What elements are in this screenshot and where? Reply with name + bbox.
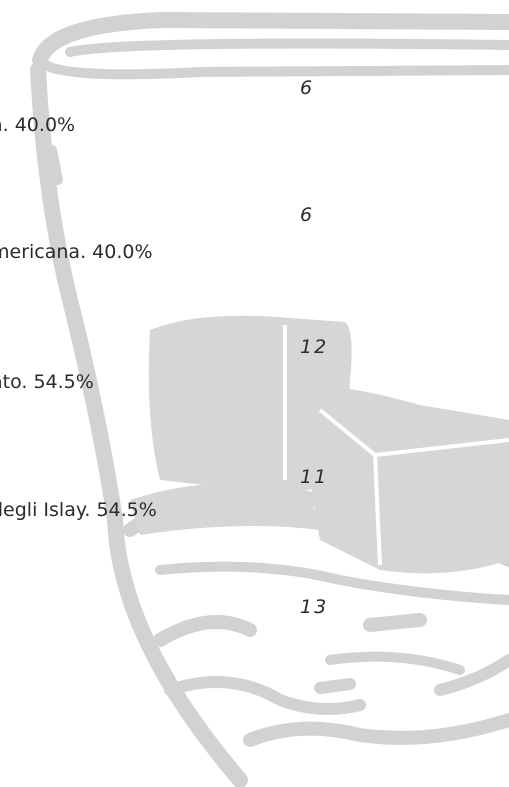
row-label: a. 40.0% (0, 114, 75, 136)
row-label: degli Islay. 54.5% (0, 499, 157, 521)
row-count: 6 (300, 77, 314, 99)
row-count: 11 (300, 466, 328, 488)
row-count: 13 (300, 596, 328, 618)
row-label: mericana. 40.0% (0, 241, 153, 263)
row-count: 6 (300, 204, 314, 226)
page: {"rows": [ {"label": "a. 40.0%", "count"… (0, 0, 509, 787)
row-count: 12 (300, 336, 328, 358)
glass-illustration (0, 0, 509, 787)
row-label: ato. 54.5% (0, 371, 94, 393)
